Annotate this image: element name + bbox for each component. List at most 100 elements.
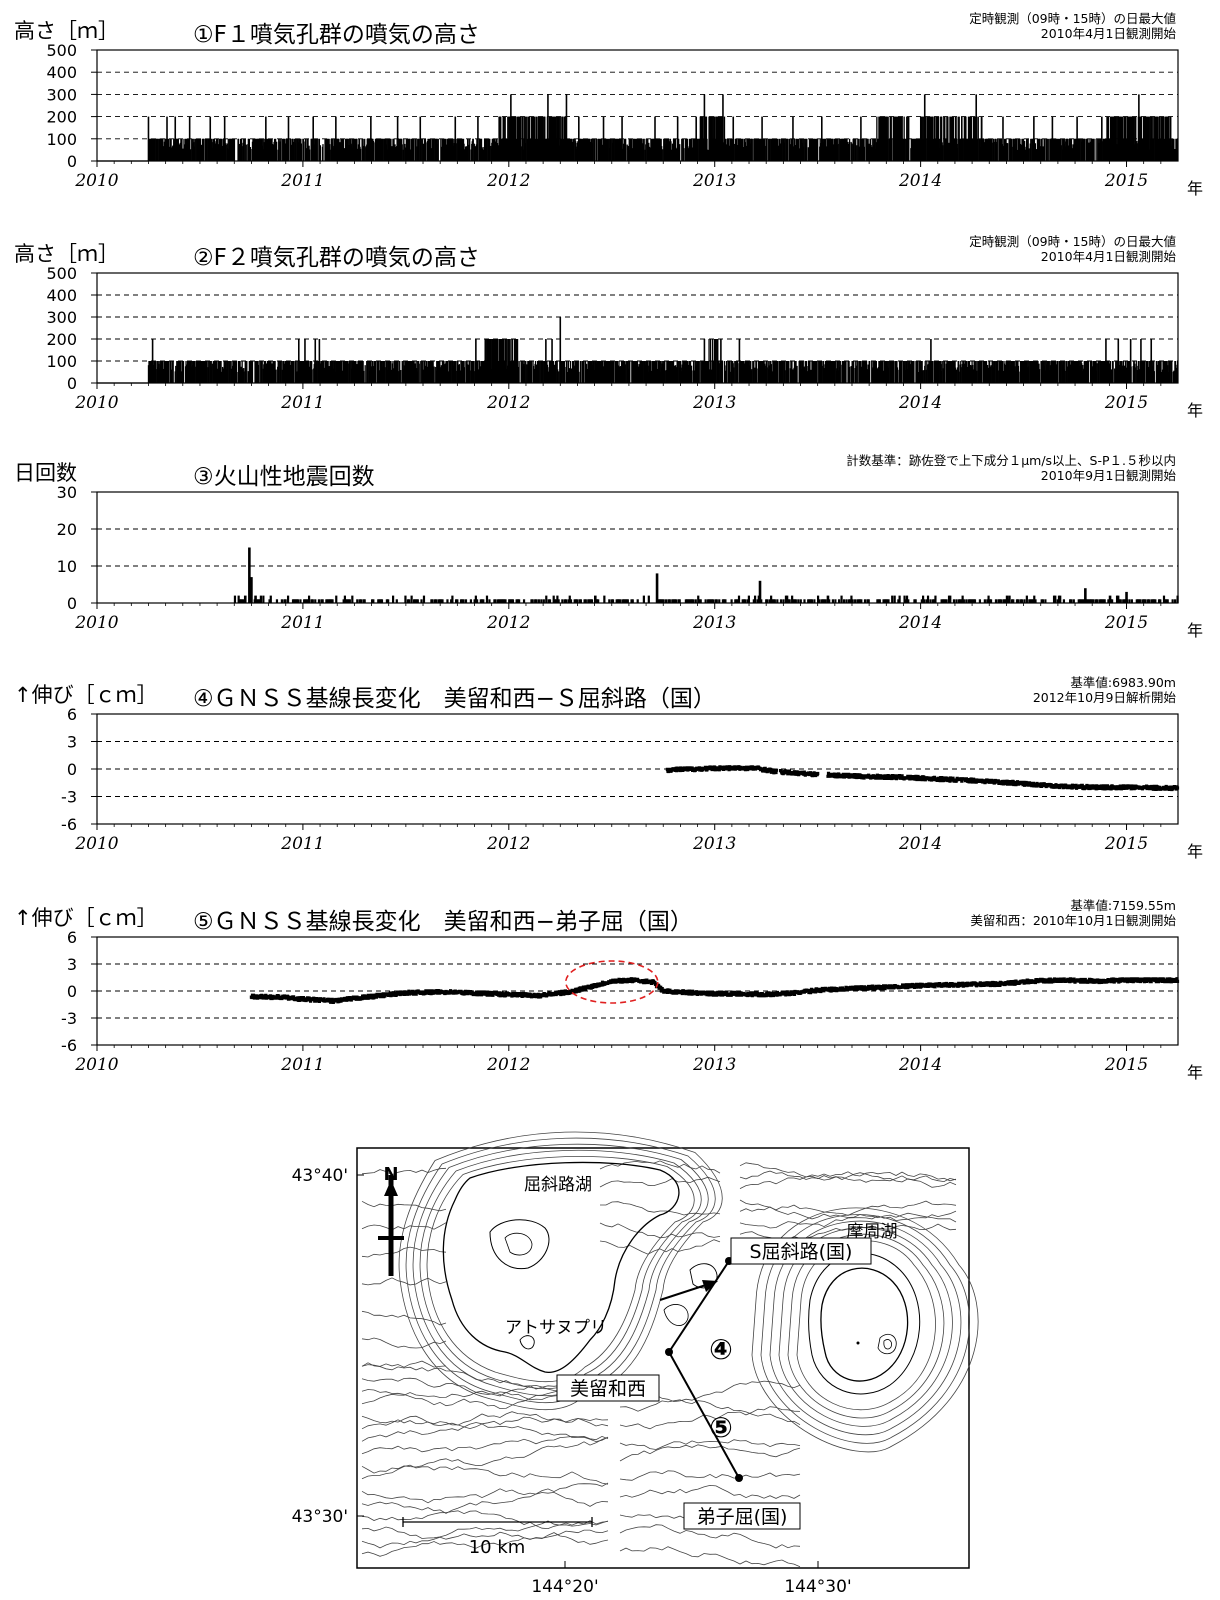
scale-bar: 10 km: [402, 1517, 593, 1558]
station-biruwa-label: 美留和西: [570, 1378, 646, 1400]
panel-p4: ↑伸び［ｃｍ］ ④ＧＮＳＳ基線長変化 美留和西−Ｓ屈斜路（国） 基準値:6983.9…: [14, 675, 1203, 861]
x-unit-label: 年: [1187, 179, 1203, 198]
y-tick-label: 300: [46, 308, 77, 327]
y-tick-label: 3: [67, 955, 77, 974]
data-marks: [97, 94, 1179, 162]
station-teshikaga-dot: [735, 1474, 743, 1482]
x-unit-label: 年: [1187, 842, 1203, 861]
terrain-contour-line: [739, 1170, 957, 1183]
lon-label-14420: 144°20': [531, 1577, 598, 1597]
terrain-contour-line: [361, 1416, 609, 1442]
panel-p3: 日回数 ③火山性地震回数 計数基準：跡佐登で上下成分１μm/s以上、S-P１.５秒以…: [14, 453, 1203, 640]
note-line-1: 定時観測（09時・15時）の日最大値: [969, 234, 1176, 249]
terrain-contour-line: [361, 1482, 609, 1514]
y-tick-label: 20: [57, 520, 77, 539]
north-label: N: [383, 1164, 398, 1185]
x-tick-label: 2011: [280, 834, 324, 854]
baseline-5-line: [668, 1351, 740, 1479]
station-teshikaga-box: [683, 1502, 801, 1530]
x-tick-label: 2015: [1104, 613, 1148, 633]
terrain-contour-line: [361, 1222, 447, 1231]
x-tick-label: 2010: [74, 834, 118, 854]
x-tick-label: 2010: [74, 613, 118, 633]
x-tick-label: 2013: [692, 613, 736, 633]
terrain-contour-line: [619, 1439, 801, 1450]
x-tick-label: 2010: [74, 171, 118, 191]
note-line-2: 2012年10月9日解析開始: [1033, 690, 1177, 705]
y-axis-label: 高さ［ｍ］: [14, 242, 119, 266]
panel-title: ⑤ＧＮＳＳ基線長変化 美留和西−弟子屈（国）: [193, 909, 693, 935]
plot-frame: [96, 936, 1179, 1046]
x-tick-label: 2015: [1104, 393, 1148, 413]
plot-frame: [96, 713, 1179, 825]
contour-ring: [419, 1149, 702, 1390]
terrain-contour-line: [619, 1399, 801, 1426]
panel-p5: ↑伸び［ｃｍ］ ⑤ＧＮＳＳ基線長変化 美留和西−弟子屈（国） 基準値:7159.55…: [14, 898, 1203, 1082]
x-tick-label: 2013: [692, 1055, 736, 1075]
atosanupuri-arrow: [659, 1282, 713, 1301]
note-line-1: 基準値:6983.90m: [1070, 675, 1176, 690]
x-tick-label: 2014: [898, 834, 942, 854]
data-marks: [233, 547, 1179, 603]
y-tick-label: 0: [67, 594, 77, 613]
lake-mashu-shore: [820, 1267, 909, 1382]
x-unit-label: 年: [1187, 1063, 1203, 1082]
y-axis-label: ↑伸び［ｃｍ］: [14, 683, 158, 707]
y-tick-label: 6: [67, 928, 77, 947]
x-tick-label: 2014: [898, 613, 942, 633]
x-tick-label: 2012: [486, 834, 530, 854]
x-tick-label: 2015: [1104, 1055, 1148, 1075]
note-line-2: 2010年9月1日観測開始: [1041, 468, 1177, 483]
terrain-contour-line: [361, 1337, 447, 1349]
highlight-ellipse: [564, 960, 659, 1004]
terrain-contour-line: [619, 1524, 801, 1549]
panel-p1: 高さ［ｍ］ ①F１噴気孔群の噴気の高さ定時観測（09時・15時）の日最大値2010…: [14, 11, 1203, 198]
y-tick-label: -6: [61, 1036, 77, 1055]
y-tick-label: 30: [57, 483, 77, 502]
terrain-contour-line: [619, 1444, 801, 1462]
y-tick-label: 500: [46, 264, 77, 283]
contour-ring: [412, 1143, 709, 1397]
lat-label-4330: 43°30': [292, 1507, 348, 1527]
y-axis-label: 高さ［ｍ］: [14, 19, 119, 43]
terrain-contour-line: [599, 1176, 721, 1188]
terrain-contour-line: [361, 1167, 447, 1176]
terrain-contour-line: [361, 1488, 609, 1507]
kamuishu-island: [877, 1333, 897, 1355]
y-tick-label: 0: [67, 982, 77, 1001]
terrain-contour-line: [739, 1206, 957, 1223]
y-tick-label: -6: [61, 815, 77, 834]
terrain-contour-line: [361, 1277, 447, 1286]
baseline-4-line: [668, 1260, 730, 1353]
plot-frame: [96, 272, 1179, 384]
terrain-contour-line: [361, 1531, 609, 1549]
terrain-contour-line: [361, 1411, 609, 1430]
atosanupuri-label: アトサヌプリ: [505, 1318, 607, 1338]
terrain-contour-line: [739, 1162, 957, 1188]
x-tick-label: 2015: [1104, 834, 1148, 854]
lake-kussharo-outline: [442, 1161, 680, 1373]
terrain-contour-line: [361, 1310, 447, 1326]
x-tick-label: 2010: [74, 1055, 118, 1075]
note-line-2: 美留和西：2010年10月1日観測開始: [970, 913, 1176, 928]
terrain-contour-line: [361, 1464, 609, 1485]
terrain-contour-line: [739, 1171, 957, 1189]
terrain-contour-line: [361, 1435, 609, 1455]
contour-ring: [398, 1131, 723, 1411]
y-tick-label: 300: [46, 85, 77, 104]
station-biruwa-dot: [665, 1348, 673, 1356]
terrain-contour-line: [619, 1470, 801, 1481]
x-tick-label: 2011: [280, 393, 324, 413]
terrain-contour-line: [361, 1360, 447, 1368]
station-s-kussharo-box: [730, 1237, 872, 1265]
terrain-contour-line: [361, 1436, 609, 1474]
plot-frame: [96, 49, 1179, 162]
panel-title: ②F２噴気孔群の噴気の高さ: [193, 245, 480, 271]
plot-frame: [96, 491, 1179, 604]
x-unit-label: 年: [1187, 621, 1203, 640]
lake-kussharo-inlet: [519, 1335, 535, 1350]
panel-title: ①F１噴気孔群の噴気の高さ: [193, 22, 480, 48]
terrain-contour-line: [600, 1201, 721, 1216]
station-s-kussharo-label: S屈斜路(国): [750, 1241, 853, 1263]
